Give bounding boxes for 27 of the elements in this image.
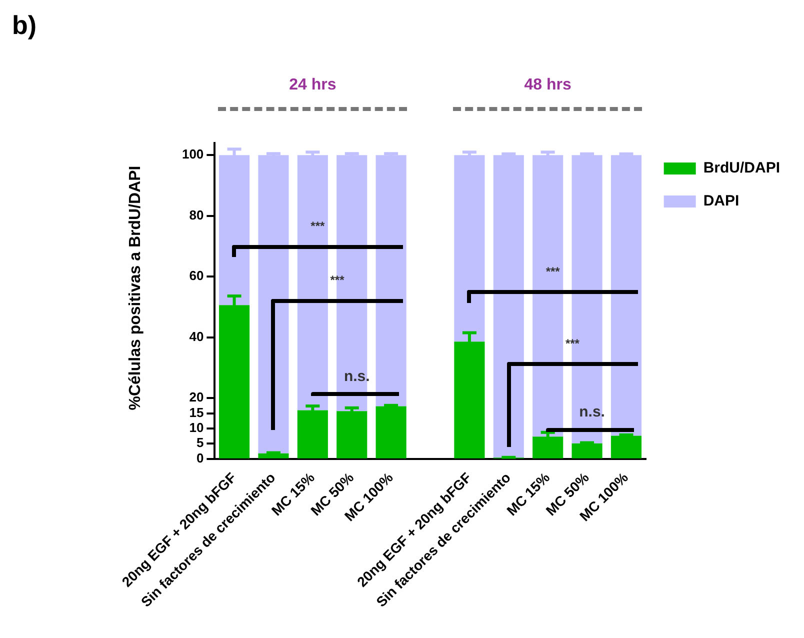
y-tick-label: 20 bbox=[189, 390, 204, 405]
legend-label: BrdU/DAPI bbox=[703, 160, 780, 177]
chart-title: b) bbox=[12, 10, 37, 41]
bar bbox=[258, 155, 289, 454]
y-tick-label: 60 bbox=[189, 268, 204, 284]
y-axis-title: %Células positivas a BrdU/DAPI bbox=[127, 166, 145, 410]
y-tick-label: 80 bbox=[189, 207, 204, 222]
annotation: *** bbox=[546, 264, 560, 279]
y-tick-label: 5 bbox=[196, 435, 204, 450]
y-tick-label: 10 bbox=[189, 420, 204, 436]
bar bbox=[572, 443, 602, 458]
bar bbox=[493, 155, 524, 458]
annotation: n.s. bbox=[579, 403, 605, 420]
y-tick-label: 40 bbox=[189, 328, 204, 344]
bar bbox=[258, 453, 289, 458]
bar bbox=[376, 406, 406, 458]
text: 48 hrs bbox=[524, 76, 572, 94]
legend-label: DAPI bbox=[703, 192, 740, 210]
text: 24 hrs bbox=[289, 76, 336, 94]
annotation: n.s. bbox=[344, 368, 370, 386]
annotation: *** bbox=[330, 273, 345, 288]
annotation: *** bbox=[565, 336, 580, 350]
y-tick-label: 15 bbox=[189, 404, 204, 420]
bar bbox=[610, 436, 642, 458]
annotation: *** bbox=[310, 219, 325, 234]
y-tick-label: 0 bbox=[196, 450, 204, 466]
y-tick-label: 100 bbox=[182, 146, 204, 162]
